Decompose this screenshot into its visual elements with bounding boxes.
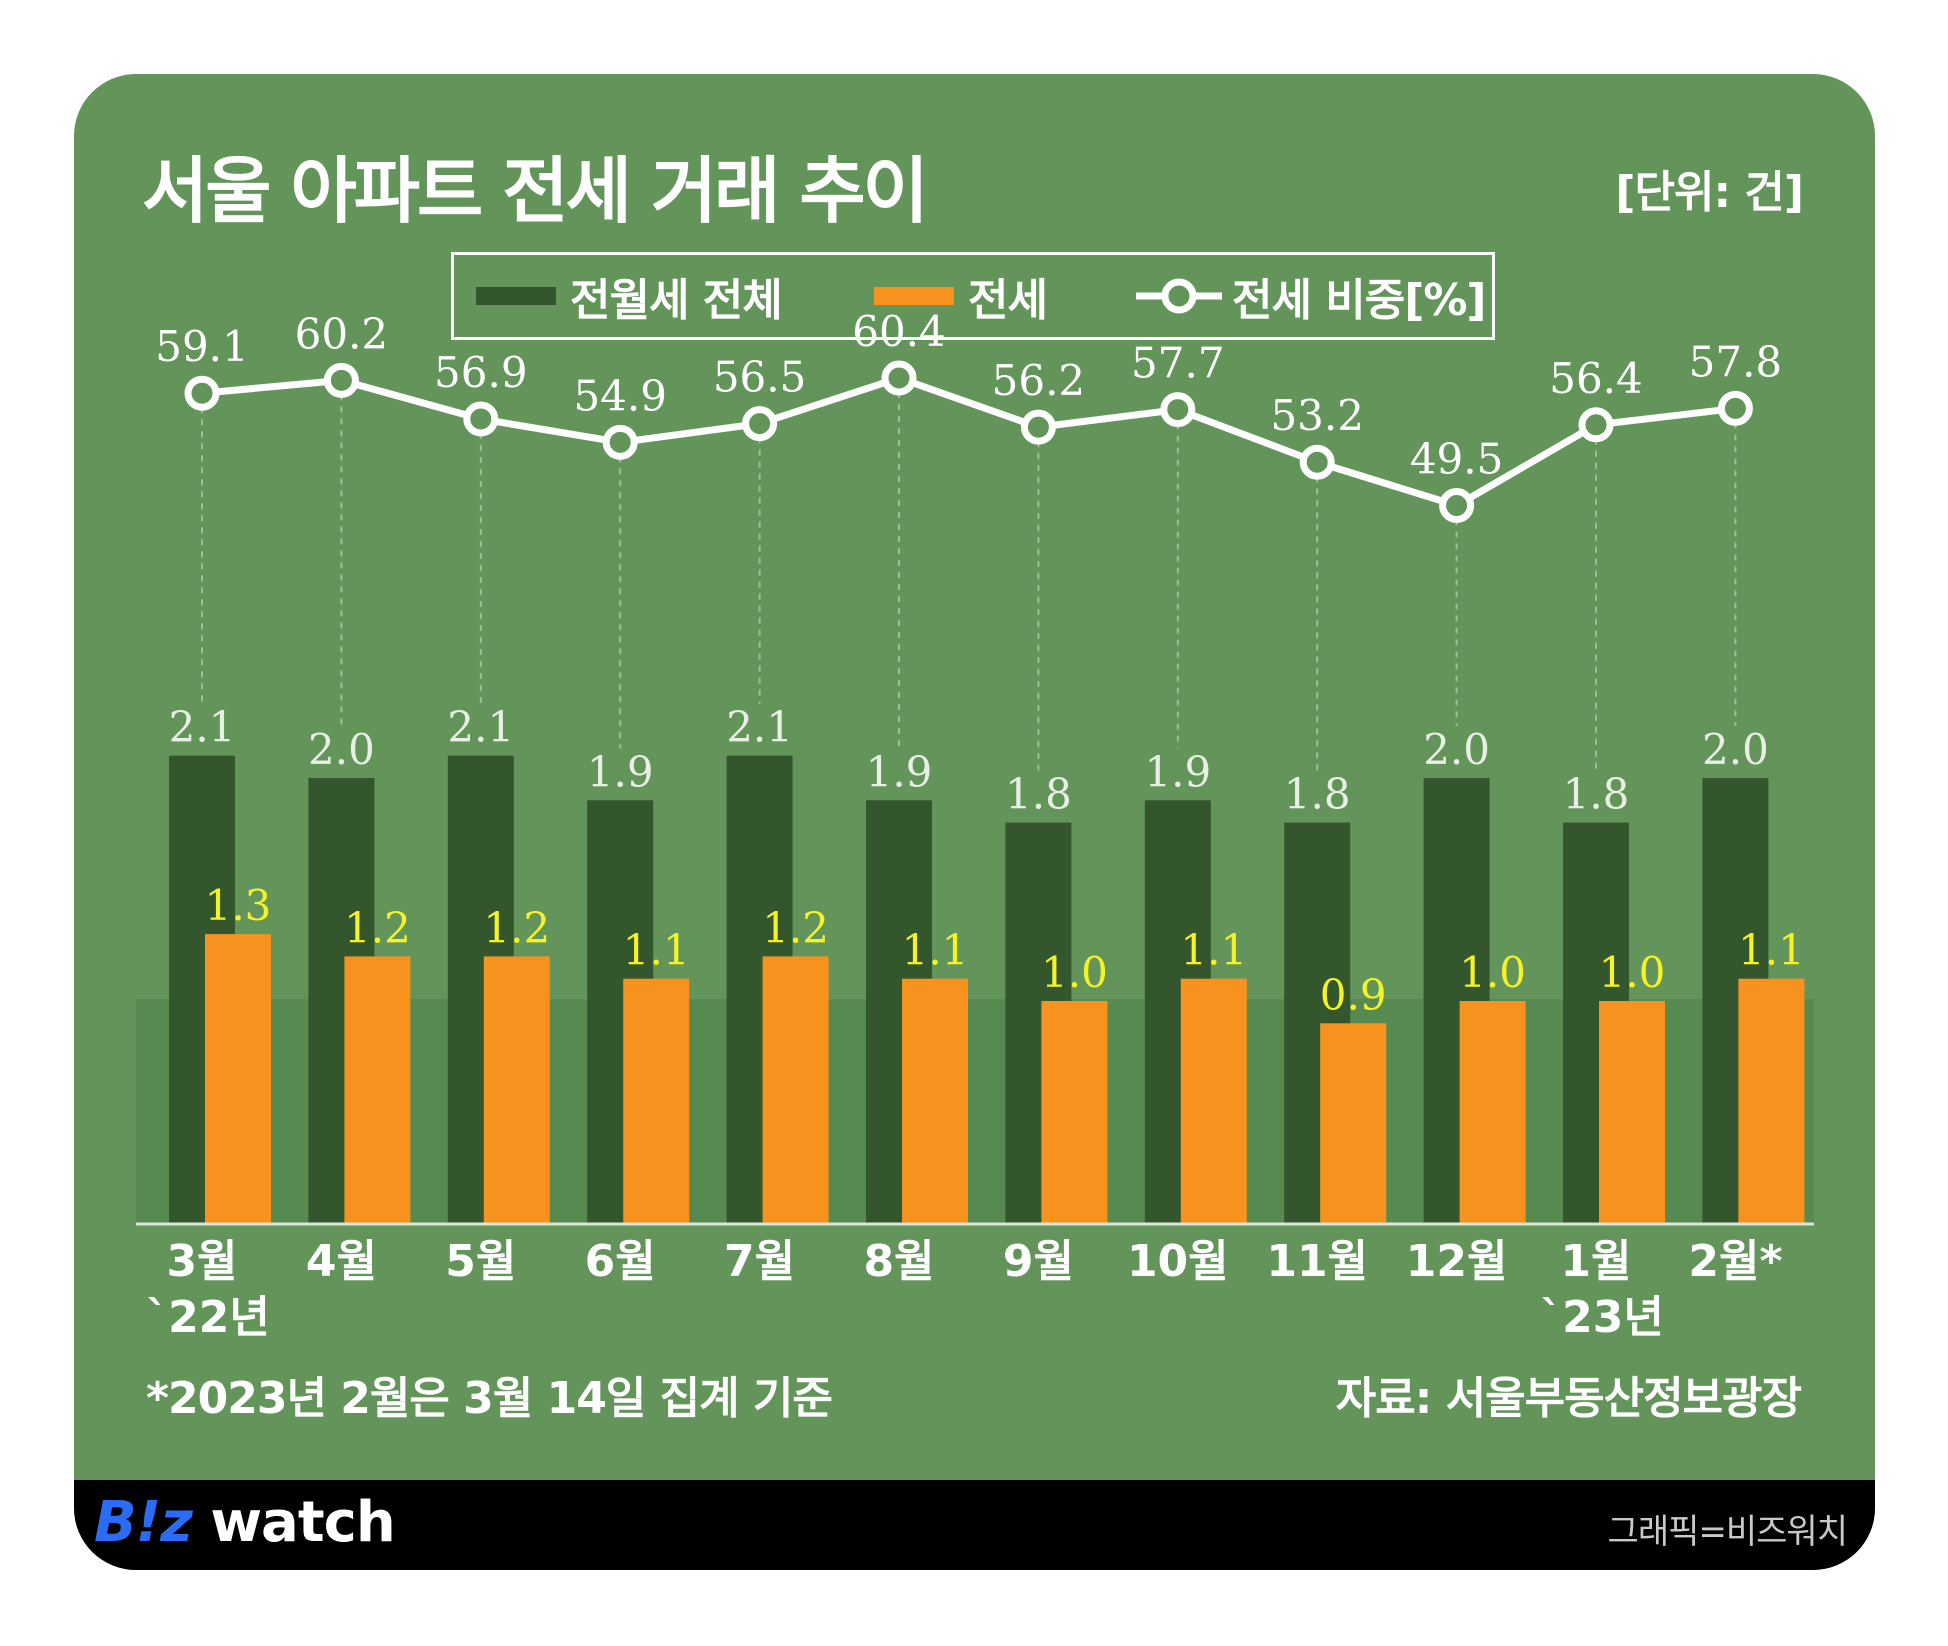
- bar-total-label: 2.1: [726, 703, 793, 752]
- ratio-value-label: 54.9: [573, 371, 667, 420]
- legend-item-total: 전월세 전체: [476, 255, 783, 337]
- bar-total-label: 1.8: [1284, 770, 1351, 819]
- bar-jeonse-label: 0.9: [1320, 970, 1387, 1019]
- bar-jeonse: [1180, 978, 1247, 1224]
- bar-total-label: 2.0: [308, 725, 375, 774]
- bar-jeonse-label: 1.3: [205, 881, 272, 930]
- bar-total-label: 2.0: [1423, 725, 1490, 774]
- bar-jeonse: [902, 978, 968, 1224]
- bar-jeonse-label: 1.1: [1180, 926, 1247, 975]
- x-tick-label: 2월*: [1688, 1236, 1782, 1287]
- ratio-marker: [881, 360, 917, 396]
- bar-jeonse: [1320, 1023, 1387, 1224]
- x-tick-label: 4월: [306, 1236, 377, 1287]
- source-note: 자료: 서울부동산정보광장: [1335, 1373, 1802, 1424]
- bar-jeonse-label: 1.0: [1459, 948, 1526, 997]
- ratio-marker: [1439, 488, 1475, 524]
- chart-card: 서울 아파트 전세 거래 추이 [단위: 건] 전월세 전체 전세 전세 비중[…: [74, 74, 1875, 1570]
- bar-total-label: 1.9: [866, 747, 933, 796]
- ratio-value-label: 60.2: [295, 309, 389, 358]
- x-tick-label: 10월: [1127, 1236, 1229, 1287]
- x-tick-sublabel: `22년: [146, 1292, 270, 1343]
- x-tick-label: 12월: [1406, 1236, 1508, 1287]
- ratio-value-label: 59.1: [155, 322, 249, 371]
- brand-logo: B!z watch: [94, 1490, 396, 1555]
- graphic-credit: 그래픽=비즈워치: [1607, 1512, 1848, 1552]
- ratio-marker: [184, 375, 220, 411]
- ratio-marker: [463, 401, 499, 437]
- bar-jeonse: [1599, 1001, 1665, 1224]
- x-tick-sublabel: `23년: [1540, 1292, 1664, 1343]
- bar-total-label: 1.9: [1144, 747, 1211, 796]
- bar-jeonse: [1738, 978, 1805, 1224]
- ratio-marker: [1299, 444, 1335, 480]
- x-tick-label: 5월: [445, 1236, 516, 1287]
- logo-word-text: watch: [191, 1490, 395, 1555]
- legend-label-ratio: 전세 비중[%]: [1232, 275, 1487, 326]
- bar-total-label: 1.8: [1563, 770, 1630, 819]
- legend-swatch-jeonse: [874, 287, 954, 305]
- bar-jeonse-label: 1.0: [1599, 948, 1666, 997]
- ratio-value-label: 56.4: [1549, 354, 1643, 403]
- ratio-value-label: 60.4: [852, 307, 946, 356]
- legend-line-marker-icon: [1136, 278, 1222, 314]
- bar-jeonse: [344, 956, 411, 1224]
- bar-jeonse: [623, 978, 690, 1224]
- bar-total-label: 1.9: [587, 747, 654, 796]
- ratio-value-label: 57.7: [1131, 339, 1225, 388]
- bar-total-label: 2.1: [169, 703, 236, 752]
- bar-jeonse-label: 1.1: [902, 926, 969, 975]
- legend: 전월세 전체 전세 전세 비중[%]: [451, 252, 1495, 340]
- legend-label-total: 전월세 전체: [570, 275, 783, 326]
- footer-bar: B!z watch 그래픽=비즈워치: [74, 1480, 1875, 1570]
- ratio-marker: [1717, 390, 1753, 426]
- bar-jeonse-label: 1.1: [1738, 926, 1805, 975]
- chart-title: 서울 아파트 전세 거래 추이: [142, 149, 929, 233]
- ratio-value-label: 53.2: [1270, 391, 1364, 440]
- legend-label-jeonse: 전세: [968, 275, 1048, 326]
- bar-jeonse: [483, 956, 550, 1224]
- x-tick-label: 11월: [1266, 1236, 1368, 1287]
- ratio-marker: [1578, 407, 1614, 443]
- ratio-marker: [1020, 409, 1056, 445]
- bar-total-label: 2.0: [1702, 725, 1769, 774]
- unit-label: [단위: 건]: [1615, 167, 1804, 218]
- bar-jeonse: [205, 934, 271, 1224]
- ratio-marker: [602, 424, 638, 460]
- ratio-marker: [1160, 392, 1196, 428]
- x-tick-label: 3월: [166, 1236, 237, 1287]
- legend-item-jeonse: 전세: [874, 255, 1048, 337]
- ratio-marker: [742, 406, 778, 442]
- bar-jeonse-label: 1.2: [762, 903, 829, 952]
- bar-total-label: 1.8: [1005, 770, 1072, 819]
- bar-jeonse: [1459, 1001, 1526, 1224]
- x-tick-label: 9월: [1003, 1236, 1074, 1287]
- x-tick-label: 8월: [863, 1236, 934, 1287]
- ratio-value-label: 49.5: [1410, 435, 1504, 484]
- legend-item-ratio: 전세 비중[%]: [1134, 255, 1487, 337]
- x-tick-label: 7월: [724, 1236, 795, 1287]
- bar-total-label: 2.1: [447, 703, 514, 752]
- ratio-value-label: 56.2: [992, 356, 1086, 405]
- ratio-value-label: 56.5: [713, 353, 807, 402]
- bar-jeonse: [1041, 1001, 1108, 1224]
- bar-jeonse-label: 1.2: [483, 903, 550, 952]
- bar-jeonse-label: 1.1: [623, 926, 690, 975]
- logo-brand-text: B!z: [94, 1490, 193, 1555]
- legend-swatch-total: [476, 287, 556, 305]
- bar-jeonse-label: 1.2: [344, 903, 411, 952]
- ratio-value-label: 57.8: [1689, 337, 1783, 386]
- ratio-line: [201, 374, 1736, 510]
- x-tick-label: 1월: [1560, 1236, 1631, 1287]
- x-tick-label: 6월: [585, 1236, 656, 1287]
- ratio-marker: [323, 362, 359, 398]
- bar-jeonse: [762, 956, 829, 1224]
- bar-jeonse-label: 1.0: [1041, 948, 1108, 997]
- ratio-value-label: 56.9: [434, 348, 528, 397]
- footnote: *2023년 2월은 3월 14일 집계 기준: [146, 1373, 833, 1424]
- lower-band: [136, 999, 1814, 1224]
- combo-chart: 59.1 60.2 56.9 54.9 56.5 60.4 56.2 57.7 53.2 49.5…: [136, 307, 1814, 1343]
